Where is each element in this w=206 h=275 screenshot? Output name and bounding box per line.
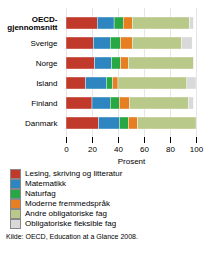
svg-text:OECD-gjennomsnitt: OECD-gjennomsnitt <box>7 15 58 32</box>
html-text:Matematikk: Matematikk <box>25 179 66 188</box>
html-text:Andre obligatoriske fag: Andre obligatoriske fag <box>25 209 107 218</box>
svg-text:0: 0 <box>64 145 69 154</box>
svg-text:60: 60 <box>140 145 149 154</box>
svg-text:Sverige: Sverige <box>30 39 58 48</box>
svg-text:80: 80 <box>166 145 175 154</box>
html-text:Lesing, skriving og litteratur: Lesing, skriving og litteratur <box>25 169 123 178</box>
html-text:Naturfag: Naturfag <box>25 189 56 198</box>
svg-text:20: 20 <box>88 145 97 154</box>
html-text:Obligatoriske fleksible fag: Obligatoriske fleksible fag <box>25 219 117 228</box>
html-text:Kilde: OECD, Education at a Gl: Kilde: OECD, Education at a Glance 2008. <box>6 233 138 240</box>
svg-text:40: 40 <box>114 145 123 154</box>
html-text:Moderne fremmedspråk: Moderne fremmedspråk <box>25 199 110 208</box>
svg-text:Danmark: Danmark <box>25 119 58 128</box>
svg-text:100: 100 <box>190 145 204 154</box>
svg-text:Prosent: Prosent <box>118 157 146 166</box>
svg-text:Finland: Finland <box>31 99 57 108</box>
svg-text:Norge: Norge <box>36 59 58 68</box>
svg-text:Island: Island <box>36 79 57 88</box>
